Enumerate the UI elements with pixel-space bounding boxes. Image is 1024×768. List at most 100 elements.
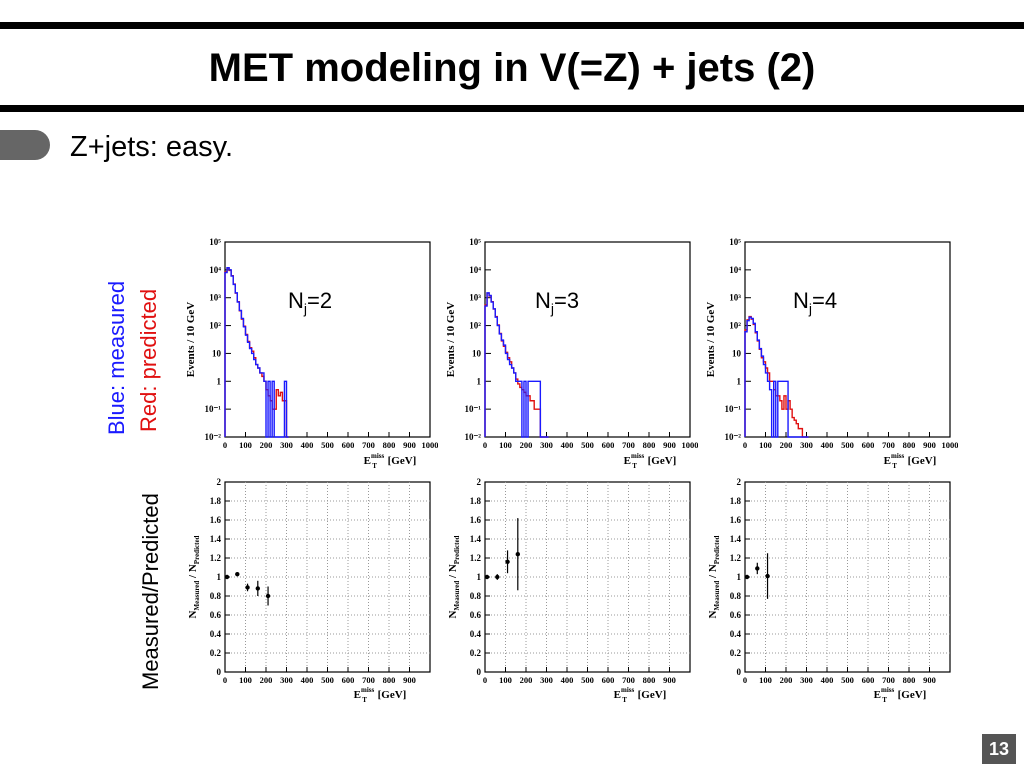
ratio-point [755,566,760,571]
y-tick-label: 10² [729,321,741,331]
x-tick-label: 1000 [942,440,959,450]
y-axis-label: NMeasured / NPredicted [447,535,461,618]
x-tick-label: 0 [223,440,227,450]
x-tick-label: 600 [342,675,355,685]
measured-histogram [484,292,549,438]
x-tick-label: 800 [383,675,396,685]
ratio-point [744,574,750,580]
y-axis-label: Events / 10 GeV [445,302,457,378]
y-tick-label: 10 [472,348,482,358]
y-tick-label: 2 [217,477,222,487]
y-tick-label: 10⁵ [209,237,221,247]
x-tick-label: 100 [759,440,772,450]
x-tick-label: 500 [841,675,854,685]
y-tick-label: 10³ [729,293,741,303]
x-tick-label: 100 [499,675,512,685]
y-tick-label: 1 [217,572,222,582]
y-tick-label: 0 [737,667,742,677]
y-tick-label: 10 [212,348,222,358]
top-rule [0,22,1024,29]
y-tick-label: 1.2 [210,553,222,563]
y-tick-label: 1 [737,572,742,582]
y-tick-label: 0.6 [210,610,222,620]
y-tick-label: 10⁵ [729,237,741,247]
x-tick-label: 800 [383,440,396,450]
y-tick-label: 0.6 [470,610,482,620]
x-tick-label: 200 [780,440,793,450]
y-tick-label: 0.8 [730,591,742,601]
y-tick-label: 0.6 [730,610,742,620]
y-tick-label: 1.8 [470,496,482,506]
x-axis-label: Emiss T [GeV] [874,686,927,704]
x-tick-label: 500 [581,440,594,450]
y-tick-label: 10⁻² [465,432,482,442]
x-tick-label: 600 [602,440,615,450]
x-tick-label: 700 [362,675,375,685]
x-tick-label: 200 [780,675,793,685]
y-tick-label: 1.2 [730,553,742,563]
y-tick-label: 1.6 [730,515,742,525]
y-tick-label: 1.4 [730,534,742,544]
x-tick-label: 0 [743,440,747,450]
x-tick-label: 0 [223,675,227,685]
y-tick-label: 1.6 [470,515,482,525]
page-number: 13 [982,734,1016,764]
y-tick-label: 10⁻² [205,432,222,442]
x-tick-label: 0 [743,675,747,685]
x-axis-label: Emiss T [GeV] [614,686,667,704]
x-axis-label: Emiss T [GeV] [354,686,407,704]
x-tick-label: 800 [643,675,656,685]
y-tick-label: 1.4 [210,534,222,544]
x-tick-label: 800 [643,440,656,450]
ratio-point [265,593,271,599]
x-tick-label: 800 [903,440,916,450]
ratio-point [224,574,230,580]
ratio-point [245,585,250,590]
y-tick-label: 1.2 [470,553,482,563]
x-tick-label: 900 [663,675,676,685]
y-tick-label: 10³ [209,293,221,303]
y-tick-label: 1.8 [210,496,222,506]
x-tick-label: 200 [260,675,273,685]
met-histogram-nj2: 10⁻² 10⁻¹ 1 10 10² 10³ 10⁴ 10⁵ 0 100 200 300 400 500 6… [185,237,439,470]
x-tick-label: 400 [821,440,834,450]
x-tick-label: 300 [800,675,813,685]
ratio-axis-title: Measured/Predicted [138,493,163,690]
x-tick-label: 400 [561,440,574,450]
x-tick-label: 300 [540,675,553,685]
y-tick-label: 1.6 [210,515,222,525]
y-axis-label: Events / 10 GeV [705,302,717,378]
x-tick-label: 600 [602,675,615,685]
ratio-point [765,573,770,579]
measured-histogram [224,266,289,438]
x-tick-label: 100 [499,440,512,450]
x-tick-label: 1000 [422,440,439,450]
y-tick-label: 0.2 [210,648,222,658]
y-axis-label: Events / 10 GeV [185,302,197,378]
x-tick-label: 300 [280,440,293,450]
ratio-point [235,571,240,577]
y-tick-label: 0.2 [730,648,742,658]
y-tick-label: 10⁻¹ [205,404,222,414]
x-tick-label: 900 [923,440,936,450]
jet-multiplicity-label-nj2: Nj=2 [288,288,333,317]
x-tick-label: 700 [882,440,895,450]
y-tick-label: 10² [469,321,481,331]
predicted-histogram [744,315,809,438]
y-tick-label: 0 [217,667,222,677]
title-underline [0,105,1024,112]
y-tick-label: 0.8 [470,591,482,601]
legend-predicted: Red: predicted [136,288,161,432]
x-tick-label: 400 [301,440,314,450]
y-axis-label: NMeasured / NPredicted [187,535,201,618]
x-tick-label: 100 [239,440,252,450]
y-tick-label: 10⁴ [469,265,481,275]
jet-multiplicity-label-nj4: Nj=4 [793,288,838,317]
slide-title: MET modeling in V(=Z) + jets (2) [208,46,816,90]
x-tick-label: 100 [759,675,772,685]
bullet-marker [0,130,50,160]
x-tick-label: 900 [663,440,676,450]
y-tick-label: 10 [732,348,742,358]
y-tick-label: 10⁴ [209,265,221,275]
x-tick-label: 400 [821,675,834,685]
